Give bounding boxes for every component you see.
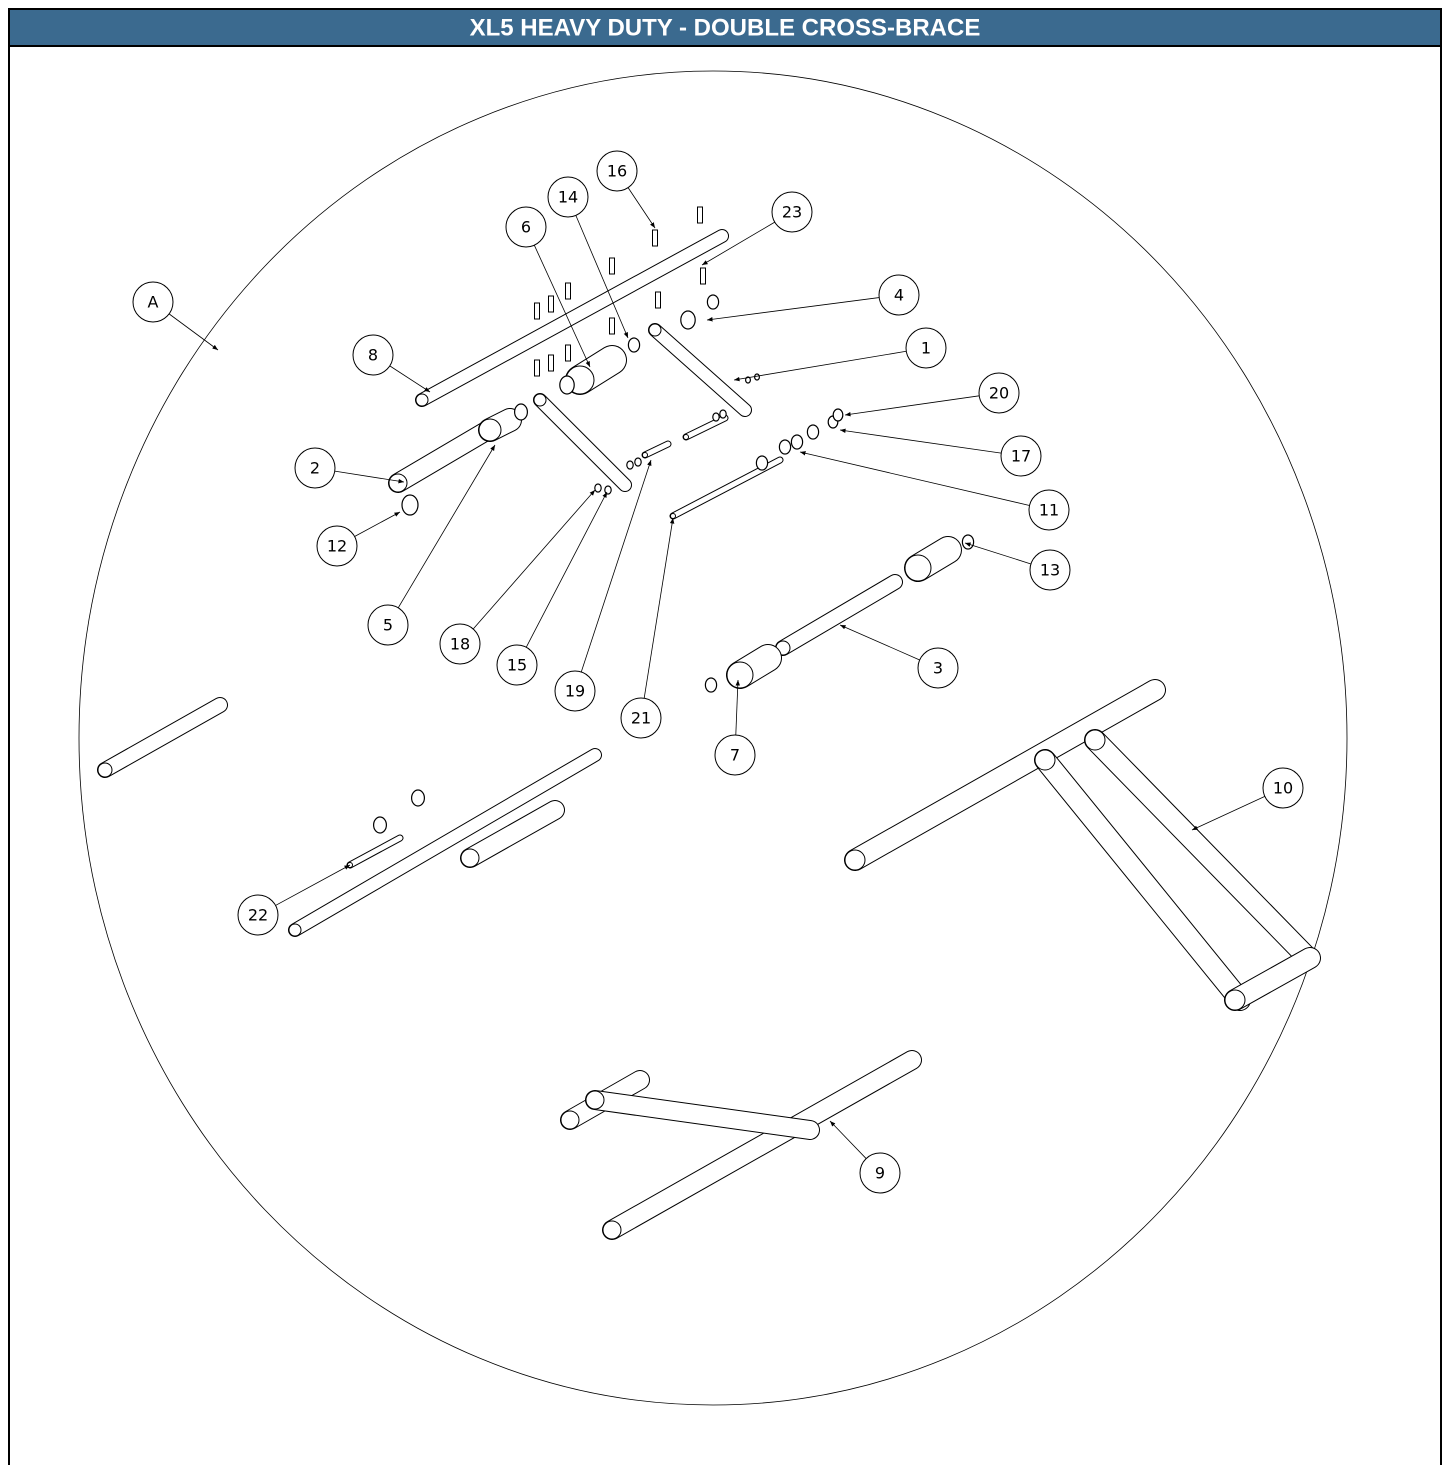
- part-end: [649, 324, 661, 336]
- washer: [681, 311, 695, 329]
- header-title: XL5 HEAVY DUTY - DOUBLE CROSS-BRACE: [470, 14, 981, 41]
- callout-label: 15: [507, 656, 527, 675]
- screw: [549, 355, 554, 371]
- callout-label: 4: [894, 286, 904, 305]
- washer: [627, 461, 633, 469]
- washer: [628, 338, 639, 352]
- part-end: [603, 1221, 621, 1239]
- washer: [720, 410, 726, 418]
- washer: [755, 374, 760, 380]
- screw: [610, 318, 615, 334]
- washer: [595, 484, 601, 492]
- callout-label: 9: [875, 1164, 885, 1183]
- screw: [610, 258, 615, 274]
- callout-label: 14: [558, 188, 578, 207]
- screw: [701, 268, 706, 284]
- part-end: [289, 924, 301, 936]
- screw: [549, 296, 554, 312]
- callout-label: 20: [989, 384, 1009, 403]
- part-end: [1035, 750, 1055, 770]
- washer: [402, 495, 418, 515]
- callout-label: A: [148, 293, 159, 312]
- callout-label: 19: [565, 682, 585, 701]
- washer: [705, 678, 716, 692]
- callout-label: 12: [327, 537, 347, 556]
- part-end: [461, 849, 479, 867]
- screw: [653, 230, 658, 246]
- callout-label: 22: [248, 906, 268, 925]
- screw: [566, 345, 571, 361]
- part-end: [389, 474, 407, 492]
- part-end: [1225, 990, 1245, 1010]
- washer: [605, 486, 611, 494]
- part-end: [416, 394, 428, 406]
- callout-label: 13: [1040, 561, 1060, 580]
- screw: [698, 207, 703, 223]
- washer: [560, 376, 574, 394]
- washer: [635, 458, 641, 466]
- part-end: [586, 1091, 604, 1109]
- part-end: [534, 394, 546, 406]
- screw: [566, 283, 571, 299]
- part-end: [905, 555, 931, 581]
- screw: [656, 292, 661, 308]
- washer: [713, 413, 719, 421]
- callout-label: 16: [607, 162, 627, 181]
- washer: [962, 535, 973, 549]
- part-end: [845, 850, 865, 870]
- part-end: [561, 1111, 579, 1129]
- callout-label: 23: [782, 203, 802, 222]
- part-end: [98, 763, 112, 777]
- callout-label: 18: [450, 635, 470, 654]
- callout-label: 10: [1273, 779, 1293, 798]
- callout-label: 17: [1011, 447, 1031, 466]
- washer: [833, 409, 843, 421]
- callout-label: 21: [631, 709, 651, 728]
- callout-label: 11: [1039, 501, 1059, 520]
- washer: [756, 456, 767, 470]
- washer: [412, 790, 425, 806]
- part-end: [1085, 730, 1105, 750]
- washer: [807, 425, 818, 439]
- washer: [515, 404, 528, 420]
- frame: [9, 9, 1441, 1465]
- part-end: [671, 514, 676, 519]
- callout-label: 2: [310, 459, 320, 478]
- washer: [707, 295, 718, 309]
- screw: [535, 303, 540, 319]
- part-end: [643, 453, 648, 458]
- washer: [791, 435, 802, 449]
- part-end: [684, 435, 689, 440]
- callout-label: 8: [368, 346, 378, 365]
- callout-label: 5: [383, 616, 393, 635]
- parts-diagram: XL5 HEAVY DUTY - DOUBLE CROSS-BRACE A161…: [0, 0, 1450, 1465]
- washer: [374, 817, 387, 833]
- screw: [535, 360, 540, 376]
- callout-label: 6: [521, 218, 531, 237]
- callout-label: 3: [933, 659, 943, 678]
- washer: [779, 440, 790, 454]
- callout-label: 1: [921, 339, 931, 358]
- callout-label: 7: [730, 746, 740, 765]
- part-end: [479, 419, 501, 441]
- part-end: [727, 662, 753, 688]
